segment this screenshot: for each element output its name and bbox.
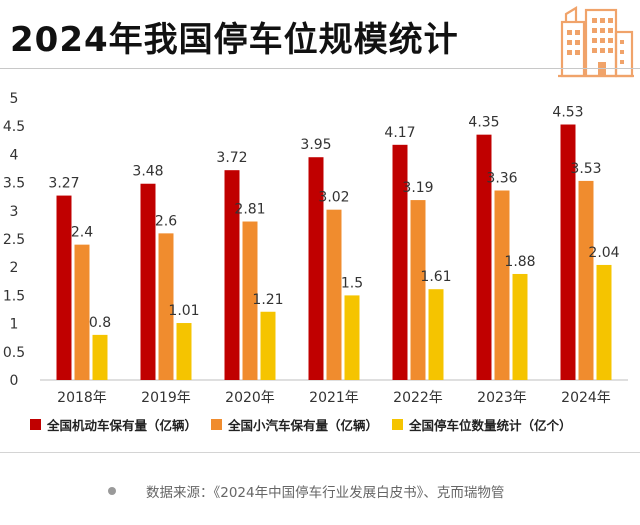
data-label: 3.36 xyxy=(486,170,517,186)
data-label: 1.01 xyxy=(168,303,199,319)
data-label: 2.4 xyxy=(71,225,93,241)
y-tick-label: 3.5 xyxy=(3,176,25,192)
legend-swatch-parking xyxy=(392,419,404,430)
data-label: 1.88 xyxy=(504,254,535,270)
legend-item-motor: 全国机动车保有量（亿辆） xyxy=(30,415,197,434)
y-tick-label: 5 xyxy=(10,91,19,107)
bar-2022年-series-0 xyxy=(392,144,408,380)
bullet-dot xyxy=(108,487,116,495)
legend-swatch-motor xyxy=(30,419,41,430)
y-tick-label: 0.5 xyxy=(3,345,25,361)
bar-2023年-series-2 xyxy=(512,273,528,380)
bar-2023年-series-0 xyxy=(476,134,492,380)
legend: 全国机动车保有量（亿辆） 全国小汽车保有量（亿辆） 全国停车位数量统计（亿个） xyxy=(30,415,572,434)
legend-item-parking: 全国停车位数量统计（亿个） xyxy=(392,415,572,434)
bar-2021年-series-1 xyxy=(326,209,342,380)
bar-2019年-series-2 xyxy=(176,323,192,380)
bar-2024年-series-1 xyxy=(578,180,594,380)
bar-2022年-series-1 xyxy=(410,200,426,380)
legend-label-car: 全国小汽车保有量（亿辆） xyxy=(228,418,379,433)
y-tick-label: 1.5 xyxy=(3,288,25,304)
legend-item-car: 全国小汽车保有量（亿辆） xyxy=(211,415,378,434)
x-tick-label: 2023年 xyxy=(477,390,527,406)
title-divider xyxy=(0,68,640,69)
data-label: 2.04 xyxy=(588,245,619,261)
x-tick-label: 2024年 xyxy=(561,390,611,406)
bar-chart: 0 0.5 1 1.5 2 2.5 3 3.5 4 4.5 5 3.27 2.4 0.8 2018年 3.48… xyxy=(3,91,628,406)
chart-title: 2024年我国停车位规模统计 xyxy=(10,20,459,60)
data-label: 3.95 xyxy=(300,137,331,153)
data-label: 2.6 xyxy=(155,213,177,229)
x-tick-label: 2022年 xyxy=(393,390,443,406)
data-label: 1.5 xyxy=(341,275,363,291)
y-tick-label: 2.5 xyxy=(3,232,25,248)
x-tick-label: 2018年 xyxy=(57,390,107,406)
source-text: 数据来源：《2024年中国停车行业发展白皮书》、克而瑞物管 xyxy=(146,485,505,501)
data-label: 3.48 xyxy=(132,164,163,180)
data-label: 3.53 xyxy=(570,161,601,177)
legend-swatch-car xyxy=(211,419,223,430)
source-note: 数据来源：《2024年中国停车行业发展白皮书》、克而瑞物管 xyxy=(108,481,504,501)
building-icon xyxy=(558,6,634,78)
data-label: 3.19 xyxy=(402,180,433,196)
x-tick-label: 2020年 xyxy=(225,390,275,406)
bar-2020年-series-1 xyxy=(242,221,258,380)
y-tick-label: 2 xyxy=(10,260,19,276)
y-tick-label: 0 xyxy=(10,373,19,389)
bar-2018年-series-0 xyxy=(56,195,72,380)
data-label: 4.53 xyxy=(552,105,583,121)
x-tick-label: 2019年 xyxy=(141,390,191,406)
y-tick-label: 1 xyxy=(10,317,19,333)
data-label: 2.81 xyxy=(234,202,265,218)
data-label: 3.02 xyxy=(318,190,349,206)
data-label: 4.35 xyxy=(468,115,499,131)
footer-divider xyxy=(0,452,640,453)
y-tick-label: 4.5 xyxy=(3,119,25,135)
x-tick-label: 2021年 xyxy=(309,390,359,406)
y-tick-label: 3 xyxy=(10,204,19,220)
data-label: 0.8 xyxy=(89,315,111,331)
bar-2018年-series-1 xyxy=(74,244,90,380)
bar-2018年-series-2 xyxy=(92,334,108,380)
bar-2024年-series-2 xyxy=(596,264,612,380)
bar-2020年-series-0 xyxy=(224,170,240,380)
bar-2024年-series-0 xyxy=(560,124,576,380)
data-label: 1.61 xyxy=(420,269,451,285)
data-label: 4.17 xyxy=(384,125,415,141)
bar-2019年-series-0 xyxy=(140,183,156,380)
data-label: 3.72 xyxy=(216,150,247,166)
bar-2021年-series-2 xyxy=(344,295,360,380)
y-tick-label: 4 xyxy=(10,147,19,163)
bar-2019年-series-1 xyxy=(158,233,174,380)
legend-label-parking: 全国停车位数量统计（亿个） xyxy=(409,418,572,433)
bar-2023年-series-1 xyxy=(494,190,510,380)
data-label: 3.27 xyxy=(48,176,79,192)
legend-label-motor: 全国机动车保有量（亿辆） xyxy=(47,418,198,433)
bar-2022年-series-2 xyxy=(428,289,444,380)
bar-2020年-series-2 xyxy=(260,311,276,380)
bar-2021年-series-0 xyxy=(308,157,324,380)
data-label: 1.21 xyxy=(252,292,283,308)
